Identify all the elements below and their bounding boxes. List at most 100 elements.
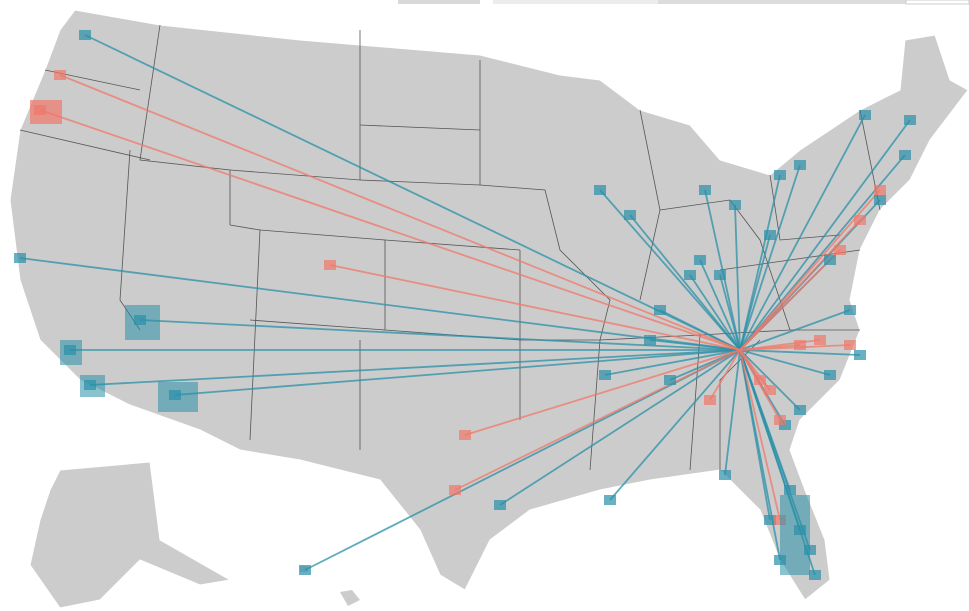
destination-county xyxy=(874,185,886,195)
destination-county xyxy=(80,375,105,397)
flow-line xyxy=(739,349,781,521)
destination-county xyxy=(774,415,786,425)
flow-line xyxy=(709,349,741,401)
destination-county xyxy=(604,495,616,505)
destination-county xyxy=(854,215,866,225)
destination-county xyxy=(859,110,871,120)
flow-line xyxy=(604,349,741,376)
destination-county xyxy=(664,375,676,385)
destination-county xyxy=(714,270,726,280)
flow-line xyxy=(739,349,771,521)
flow-line xyxy=(609,349,741,501)
destination-county xyxy=(754,375,766,385)
destination-county xyxy=(719,470,731,480)
destination-county xyxy=(125,305,160,340)
destination-county xyxy=(79,30,91,40)
destination-county xyxy=(624,210,636,220)
state-border xyxy=(139,24,231,225)
flow-line xyxy=(739,164,801,351)
state-border xyxy=(769,174,841,241)
state-border xyxy=(384,329,600,341)
destination-county xyxy=(449,485,461,495)
destination-county xyxy=(844,305,856,315)
flow-line xyxy=(719,274,741,351)
destination-county xyxy=(794,405,806,415)
destination-county xyxy=(594,185,606,195)
state-border xyxy=(384,239,521,251)
hawaii xyxy=(340,590,360,606)
destination-county xyxy=(494,500,506,510)
flow-line xyxy=(689,274,741,351)
flow-line xyxy=(304,349,741,571)
flow-line xyxy=(739,349,861,356)
destination-county xyxy=(764,385,776,395)
destination-county xyxy=(324,260,336,270)
destination-county xyxy=(60,340,82,365)
destination-county xyxy=(780,495,810,575)
state-border xyxy=(359,124,481,131)
destination-county xyxy=(844,340,856,350)
destination-county xyxy=(14,253,26,263)
flow-line xyxy=(739,219,861,351)
destination-county xyxy=(30,100,62,124)
destination-county xyxy=(854,350,866,360)
top-bar xyxy=(493,0,658,4)
destination-county xyxy=(874,195,886,205)
top-bar xyxy=(398,0,480,4)
destination-county xyxy=(764,230,776,240)
destination-county xyxy=(784,485,796,495)
flow-line xyxy=(454,349,741,491)
flow-line xyxy=(629,214,741,351)
destination-county xyxy=(54,70,66,80)
destination-county xyxy=(299,565,311,575)
flow-line xyxy=(699,259,741,351)
flow-line xyxy=(739,119,911,351)
destination-county xyxy=(729,200,741,210)
destination-county xyxy=(654,305,666,315)
top-bar xyxy=(658,0,906,4)
flow-line xyxy=(19,257,741,351)
destination-county xyxy=(824,370,836,380)
flow-line xyxy=(739,309,851,351)
flow-line xyxy=(499,349,741,506)
destination-county xyxy=(904,115,916,125)
flow-line xyxy=(649,339,741,351)
flow-line xyxy=(464,349,741,436)
flow-line xyxy=(659,309,741,351)
destination-county xyxy=(774,170,786,180)
flow-line xyxy=(84,34,741,351)
flow-line xyxy=(329,264,741,351)
top-bar xyxy=(905,0,969,5)
flow-line xyxy=(724,349,741,476)
destination-county xyxy=(794,340,806,350)
flow-line xyxy=(739,349,831,376)
destination-county xyxy=(684,270,696,280)
flow-line xyxy=(734,204,741,351)
flow-line xyxy=(739,344,801,351)
destinations xyxy=(14,30,916,580)
state-border xyxy=(719,339,761,470)
destination-county xyxy=(809,570,821,580)
destination-county xyxy=(834,245,846,255)
destination-county xyxy=(644,335,656,345)
destination-county xyxy=(899,150,911,160)
alaska xyxy=(29,461,232,609)
destination-county xyxy=(694,255,706,265)
destination-county xyxy=(704,395,716,405)
destination-county xyxy=(599,370,611,380)
flow-line xyxy=(139,319,741,351)
flow-line xyxy=(89,349,741,386)
flow-line xyxy=(39,109,741,351)
flow-line xyxy=(739,349,801,411)
flow-line xyxy=(739,249,841,351)
state-border xyxy=(249,229,386,331)
destination-county xyxy=(459,430,471,440)
destination-county xyxy=(764,515,776,525)
flow-line xyxy=(739,174,781,351)
destination-county xyxy=(794,160,806,170)
destination-county xyxy=(814,335,826,345)
flow-line xyxy=(739,114,866,351)
state-border xyxy=(19,129,151,161)
